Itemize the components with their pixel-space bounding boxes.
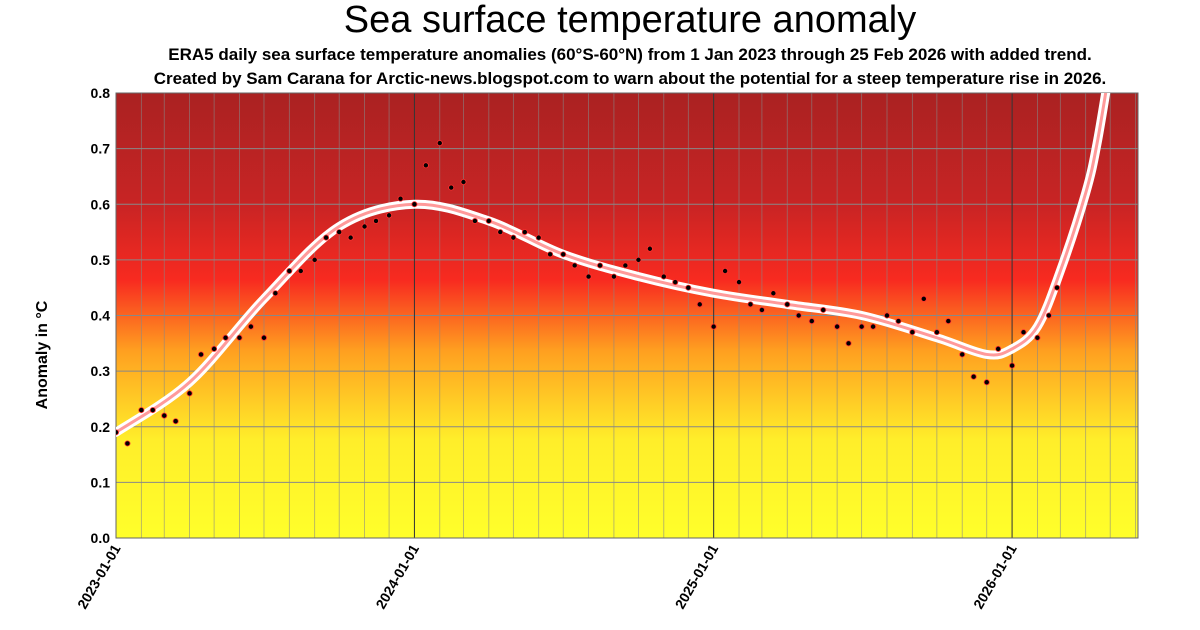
data-point bbox=[247, 323, 254, 330]
data-point bbox=[497, 229, 504, 236]
chart-title: Sea surface temperature anomaly bbox=[344, 0, 916, 41]
data-point bbox=[660, 273, 667, 280]
data-point bbox=[149, 407, 156, 414]
data-point bbox=[436, 140, 443, 147]
data-point bbox=[758, 306, 765, 313]
data-point bbox=[211, 345, 218, 352]
y-tick-label: 0.4 bbox=[91, 308, 111, 324]
data-point bbox=[770, 290, 777, 297]
data-point bbox=[311, 256, 318, 263]
data-point bbox=[834, 323, 841, 330]
data-point bbox=[1034, 334, 1041, 341]
data-point bbox=[372, 217, 379, 224]
data-point bbox=[535, 234, 542, 241]
data-point bbox=[448, 184, 455, 191]
y-axis-label: Anomaly in °C bbox=[34, 300, 51, 409]
data-point bbox=[361, 223, 368, 230]
data-point bbox=[138, 407, 145, 414]
data-point bbox=[722, 267, 729, 274]
data-point bbox=[397, 195, 404, 202]
y-tick-label: 0.6 bbox=[91, 196, 111, 212]
data-point bbox=[460, 178, 467, 185]
data-point bbox=[784, 301, 791, 308]
data-point bbox=[710, 323, 717, 330]
data-point bbox=[696, 301, 703, 308]
data-point bbox=[1045, 312, 1052, 319]
data-point bbox=[236, 334, 243, 341]
data-point bbox=[272, 290, 279, 297]
x-tick-label: 2023-01-01 bbox=[74, 541, 124, 611]
data-point bbox=[161, 412, 168, 419]
data-point bbox=[521, 229, 528, 236]
data-point bbox=[471, 217, 478, 224]
data-point bbox=[1009, 362, 1016, 369]
data-point bbox=[1020, 329, 1027, 336]
data-point bbox=[635, 256, 642, 263]
data-point bbox=[795, 312, 802, 319]
chart-credit: Created by Sam Carana for Arctic-news.bl… bbox=[154, 69, 1107, 88]
data-point bbox=[116, 429, 119, 436]
data-point bbox=[909, 329, 916, 336]
data-point bbox=[571, 262, 578, 269]
data-point bbox=[172, 418, 179, 425]
data-point bbox=[883, 312, 890, 319]
data-point bbox=[260, 334, 267, 341]
data-point bbox=[610, 273, 617, 280]
data-point bbox=[685, 284, 692, 291]
x-tick-label: 2024-01-01 bbox=[372, 541, 422, 611]
data-point bbox=[560, 251, 567, 258]
data-point bbox=[672, 279, 679, 286]
data-point bbox=[124, 440, 131, 447]
y-tick-label: 0.5 bbox=[91, 252, 111, 268]
x-tick-label: 2025-01-01 bbox=[672, 541, 722, 611]
data-point bbox=[347, 234, 354, 241]
data-point bbox=[422, 162, 429, 169]
data-point bbox=[1054, 284, 1061, 291]
data-point bbox=[945, 318, 952, 325]
y-tick-label: 0.3 bbox=[91, 363, 111, 379]
x-tick-label: 2026-01-01 bbox=[970, 541, 1020, 611]
data-point bbox=[870, 323, 877, 330]
data-point bbox=[547, 251, 554, 258]
plot-marks bbox=[116, 93, 1111, 447]
data-point bbox=[920, 295, 927, 302]
data-point bbox=[198, 351, 205, 358]
data-point bbox=[323, 234, 330, 241]
y-tick-label: 0.2 bbox=[91, 419, 111, 435]
data-point bbox=[820, 306, 827, 313]
data-point bbox=[646, 245, 653, 252]
data-point bbox=[808, 318, 815, 325]
data-point bbox=[386, 212, 393, 219]
data-point bbox=[622, 262, 629, 269]
y-tick-label: 0.7 bbox=[91, 141, 111, 157]
data-point bbox=[959, 351, 966, 358]
data-point bbox=[585, 273, 592, 280]
data-point bbox=[747, 301, 754, 308]
y-tick-label: 0.8 bbox=[91, 85, 111, 101]
y-tick-label: 0.0 bbox=[91, 530, 111, 546]
data-point bbox=[736, 279, 743, 286]
data-point bbox=[186, 390, 193, 397]
data-point bbox=[597, 262, 604, 269]
data-point bbox=[983, 379, 990, 386]
trend-line bbox=[116, 93, 1108, 434]
plot-border bbox=[115, 92, 1139, 539]
data-point bbox=[970, 373, 977, 380]
data-point bbox=[995, 345, 1002, 352]
data-point bbox=[485, 217, 492, 224]
data-point bbox=[286, 267, 293, 274]
data-point bbox=[858, 323, 865, 330]
data-point bbox=[222, 334, 229, 341]
data-point bbox=[895, 318, 902, 325]
y-tick-label: 0.1 bbox=[91, 474, 111, 490]
data-point bbox=[297, 267, 304, 274]
data-point bbox=[933, 329, 940, 336]
grid bbox=[115, 92, 1139, 539]
data-point bbox=[411, 201, 418, 208]
data-point bbox=[510, 234, 517, 241]
data-point bbox=[336, 229, 343, 236]
chart-subtitle: ERA5 daily sea surface temperature anoma… bbox=[168, 45, 1091, 64]
data-point bbox=[845, 340, 852, 347]
